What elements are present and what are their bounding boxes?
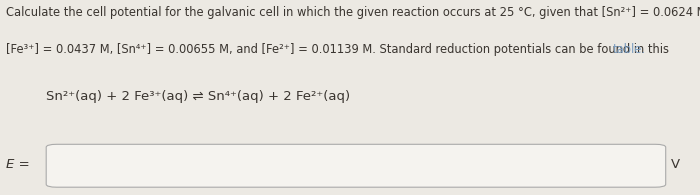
FancyBboxPatch shape xyxy=(46,144,666,187)
Text: V: V xyxy=(671,158,680,171)
Text: Calculate the cell potential for the galvanic cell in which the given reaction o: Calculate the cell potential for the gal… xyxy=(6,6,700,19)
Text: table.: table. xyxy=(612,43,645,56)
Text: E =: E = xyxy=(6,158,29,171)
Text: Sn²⁺(aq) + 2 Fe³⁺(aq) ⇌ Sn⁴⁺(aq) + 2 Fe²⁺(aq): Sn²⁺(aq) + 2 Fe³⁺(aq) ⇌ Sn⁴⁺(aq) + 2 Fe²… xyxy=(46,90,349,103)
Text: [Fe³⁺] = 0.0437 M, [Sn⁴⁺] = 0.00655 M, and [Fe²⁺] = 0.01139 M. Standard reductio: [Fe³⁺] = 0.0437 M, [Sn⁴⁺] = 0.00655 M, a… xyxy=(6,43,672,56)
